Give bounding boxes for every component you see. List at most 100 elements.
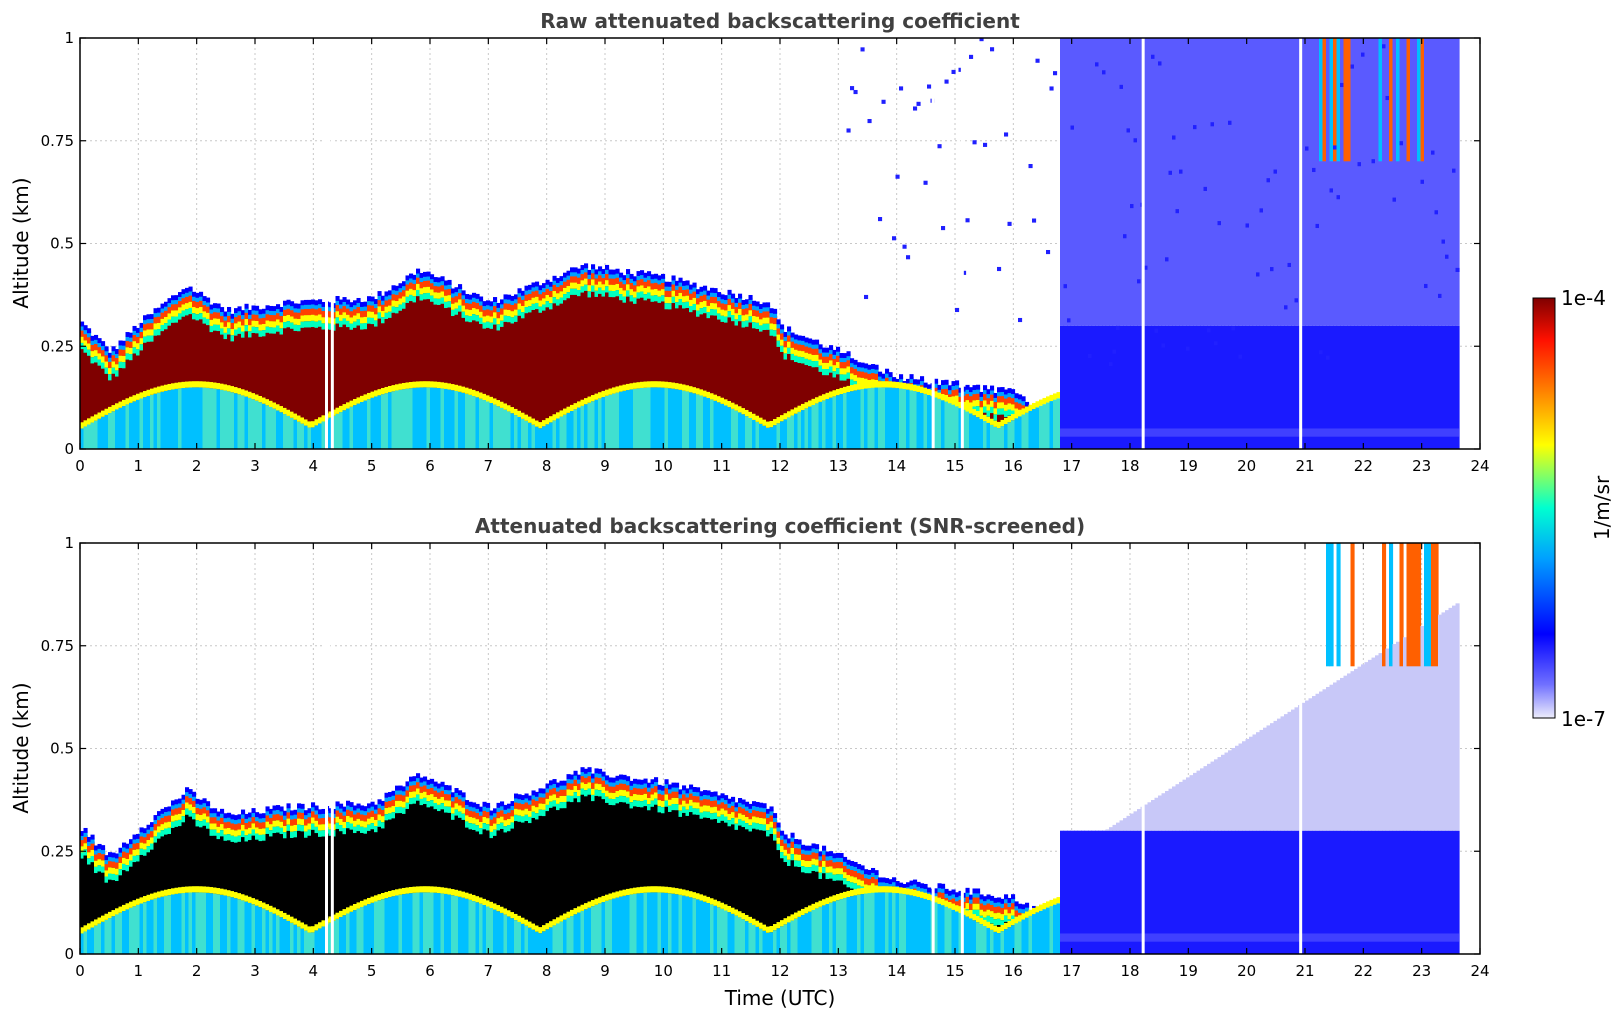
heat-cell [185,794,190,803]
heat-cell [314,820,319,827]
heat-cell [584,775,589,954]
heat-cell [759,306,764,314]
heat-cell [818,872,823,879]
heat-cell [594,904,599,954]
heat-cell [472,817,477,824]
heat-cell [654,892,659,954]
heat-cell [762,824,767,831]
heat-cell [171,888,176,895]
heat-cell [549,921,554,928]
heat-cell [990,47,995,52]
heat-cell [391,288,396,295]
heat-cell [962,393,967,402]
heat-cell [594,276,599,449]
heat-cell [675,383,680,390]
heat-cell [437,292,442,299]
heat-cell [1189,38,1194,326]
heat-cell [405,278,410,285]
heat-cell [97,418,102,449]
heat-cell [181,797,186,804]
heat-cell [426,886,431,893]
data-gap [1299,38,1303,449]
heat-cell [622,296,627,303]
heat-cell [342,410,347,449]
heat-cell [1004,897,1009,904]
heat-cell [430,281,435,449]
heat-cell [335,912,340,919]
heat-cell [1004,410,1009,418]
heat-cell [318,306,323,449]
heat-cell [1067,38,1072,326]
heat-cell [342,809,347,816]
heat-cell [367,311,372,318]
heat-cell [199,291,204,297]
heat-cell [1098,428,1103,437]
heat-cell [696,794,701,954]
heat-cell [923,393,928,449]
heat-cell [174,802,179,809]
heat-cell [402,382,407,390]
heat-cell [958,394,963,403]
heat-cell [1000,387,1005,392]
heat-cell [990,388,995,395]
heat-cell [850,385,855,392]
heat-cell [272,808,277,815]
heat-cell [528,284,533,290]
heat-cell [815,342,820,349]
heat-cell [1028,410,1033,449]
heat-cell [853,390,858,449]
data-gap [330,38,334,449]
heat-cell [601,397,606,449]
heat-cell [885,371,890,378]
heat-cell [1049,394,1054,402]
heat-cell [741,820,746,828]
heat-cell [895,886,900,894]
heat-cell [258,402,263,449]
heat-cell [1179,428,1184,437]
heat-cell [370,303,375,449]
heat-cell [269,815,274,825]
heat-cell [675,888,680,895]
heat-cell [510,808,515,954]
heat-cell [118,869,123,876]
heat-cell [220,314,225,449]
heat-cell [678,804,683,811]
heat-cell [605,894,610,901]
heat-cell [608,798,613,806]
heat-cell [780,833,785,840]
heat-cell [160,824,165,831]
heat-cell [696,394,701,449]
heat-cell [1329,325,1334,449]
heat-cell [87,424,92,449]
heat-cell [262,308,267,314]
heat-cell [1417,38,1422,162]
heat-cell [748,803,753,809]
heat-cell [269,830,274,837]
heat-cell [720,814,725,821]
heat-cell [1256,38,1261,326]
heat-cell [906,882,911,888]
heat-cell [510,803,515,811]
heat-cell [258,316,263,449]
heat-cell [682,800,687,807]
heat-cell [486,321,491,328]
heat-cell [482,301,487,307]
heat-cell [1410,38,1415,326]
heat-cell [934,891,939,898]
heat-cell [878,217,883,222]
heat-cell [293,419,298,449]
heat-cell [367,399,372,449]
heat-cell [318,816,323,825]
heat-cell [790,335,795,342]
heat-cell [668,388,673,449]
heat-cell [440,893,445,954]
heat-cell [766,824,771,831]
heat-cell [115,868,120,875]
heat-cell [801,335,806,341]
heat-cell [381,394,386,449]
heat-cell [587,770,592,777]
heat-cell [426,278,431,449]
heat-cell [587,907,592,954]
heat-cell [409,893,414,954]
heat-cell [241,830,246,838]
